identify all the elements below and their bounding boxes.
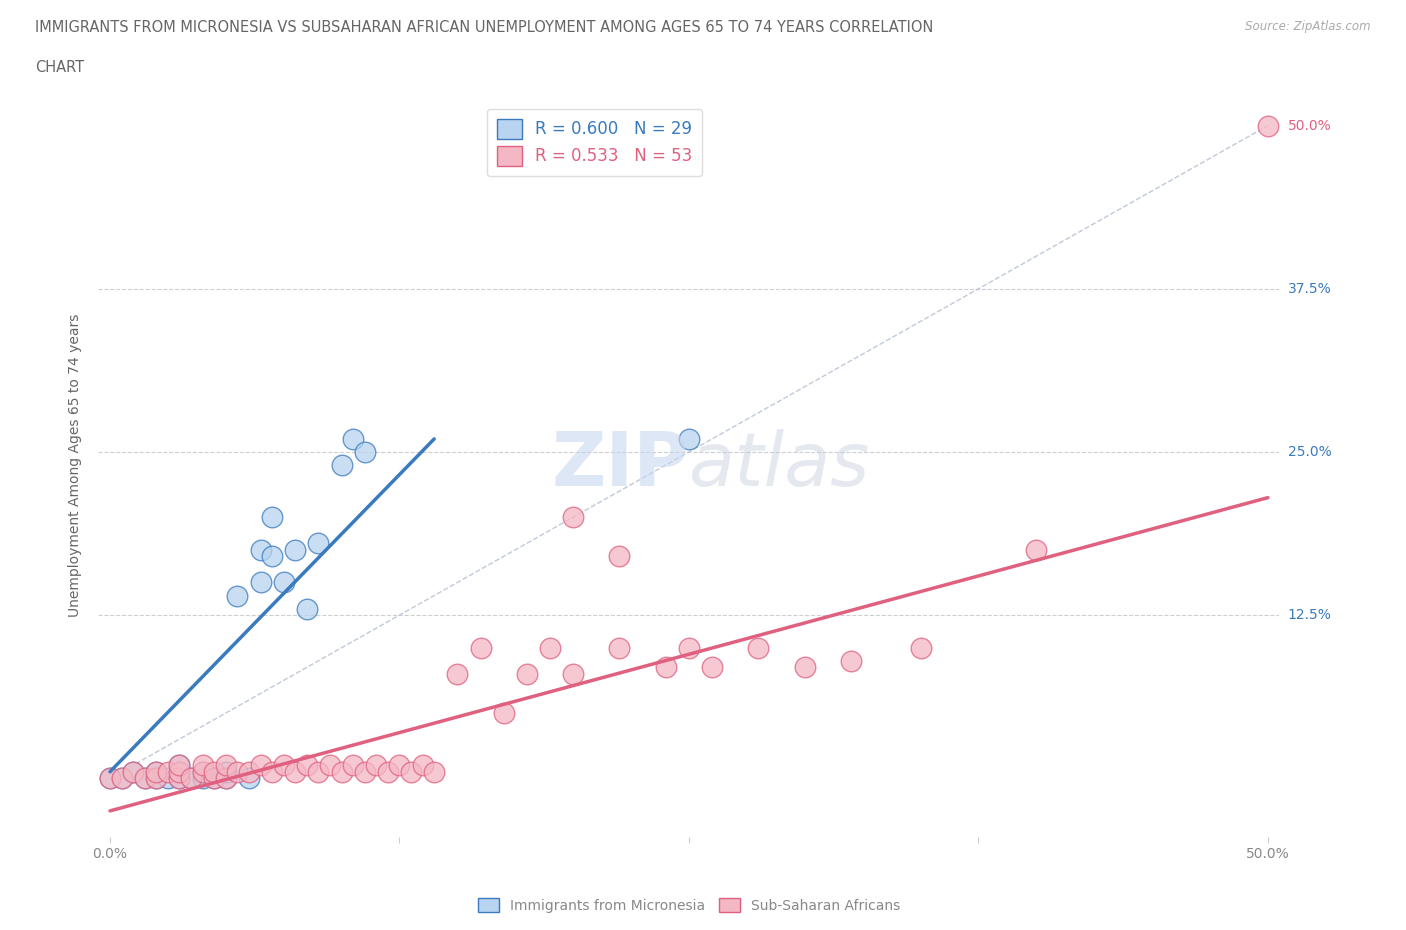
Text: 12.5%: 12.5% (1288, 608, 1331, 622)
Point (516, 667, 538, 682)
Point (145, 764, 167, 779)
Text: CHART: CHART (35, 60, 84, 75)
Point (307, 764, 329, 779)
Point (156, 764, 179, 779)
Point (655, 660, 678, 675)
Point (98, 771, 121, 786)
Point (793, 660, 815, 675)
Point (191, 764, 214, 779)
Point (678, 432, 700, 446)
Point (330, 764, 353, 779)
Text: 37.5%: 37.5% (1288, 282, 1331, 296)
Point (273, 758, 295, 773)
Legend: Immigrants from Micronesia, Sub-Saharan Africans: Immigrants from Micronesia, Sub-Saharan … (472, 893, 905, 919)
Point (747, 640, 769, 655)
Point (910, 640, 932, 655)
Point (134, 771, 156, 786)
Point (145, 764, 167, 779)
Point (215, 771, 238, 786)
Point (700, 660, 723, 675)
Text: 50.0%: 50.0% (1288, 119, 1331, 133)
Point (330, 458, 353, 472)
Text: IMMIGRANTS FROM MICRONESIA VS SUBSAHARAN AFRICAN UNEMPLOYMENT AMONG AGES 65 TO 7: IMMIGRANTS FROM MICRONESIA VS SUBSAHARAN… (35, 20, 934, 35)
Point (492, 706, 515, 721)
Point (307, 536, 329, 551)
Point (169, 758, 191, 773)
Point (295, 601, 318, 616)
Point (423, 764, 446, 779)
Text: Source: ZipAtlas.com: Source: ZipAtlas.com (1246, 20, 1371, 33)
Point (609, 640, 631, 655)
Point (110, 771, 132, 786)
Point (249, 542, 271, 557)
Legend: R = 0.600   N = 29, R = 0.533   N = 53: R = 0.600 N = 29, R = 0.533 N = 53 (486, 109, 702, 176)
Point (538, 640, 561, 655)
Point (202, 764, 225, 779)
Point (262, 510, 284, 525)
Point (839, 654, 862, 669)
Point (110, 771, 132, 786)
Point (284, 542, 307, 557)
Point (342, 432, 364, 446)
Point (353, 445, 375, 459)
Point (98, 771, 121, 786)
Point (1257, 118, 1279, 133)
Point (295, 758, 318, 773)
Point (226, 764, 249, 779)
Point (122, 764, 145, 779)
Point (353, 764, 375, 779)
Text: 25.0%: 25.0% (1288, 445, 1331, 458)
Text: atlas: atlas (689, 429, 870, 501)
Point (273, 575, 295, 590)
Point (169, 771, 191, 786)
Point (446, 667, 468, 682)
Point (215, 771, 238, 786)
Point (238, 764, 260, 779)
Point (319, 758, 342, 773)
Point (191, 758, 214, 773)
Point (342, 758, 364, 773)
Point (145, 771, 167, 786)
Point (1025, 542, 1047, 557)
Point (377, 764, 399, 779)
Point (215, 758, 238, 773)
Point (366, 758, 388, 773)
Point (412, 758, 434, 773)
Point (145, 771, 167, 786)
Point (202, 771, 225, 786)
Point (562, 510, 585, 525)
Point (284, 764, 307, 779)
Point (122, 764, 145, 779)
Point (202, 771, 225, 786)
Point (249, 758, 271, 773)
Point (399, 764, 422, 779)
Point (180, 771, 202, 786)
Point (226, 588, 249, 603)
Point (169, 764, 191, 779)
Point (388, 758, 411, 773)
Point (609, 549, 631, 564)
Point (249, 575, 271, 590)
Point (238, 771, 260, 786)
Point (169, 758, 191, 773)
Point (678, 640, 700, 655)
Point (180, 771, 202, 786)
Point (169, 771, 191, 786)
Point (262, 764, 284, 779)
Point (215, 764, 238, 779)
Point (191, 771, 214, 786)
Y-axis label: Unemployment Among Ages 65 to 74 years: Unemployment Among Ages 65 to 74 years (69, 313, 83, 617)
Point (562, 667, 585, 682)
Point (156, 771, 179, 786)
Point (191, 764, 214, 779)
Point (470, 640, 492, 655)
Text: ZIP: ZIP (551, 429, 689, 501)
Point (262, 549, 284, 564)
Point (134, 771, 156, 786)
